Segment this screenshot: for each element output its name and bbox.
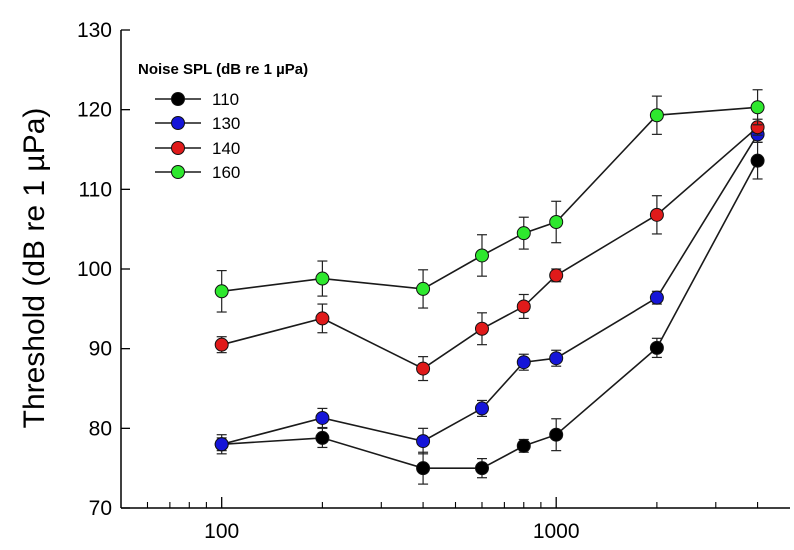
y-tick-label: 130 [77,19,112,42]
y-axis-title: Threshold (dB re 1 µPa) [18,108,51,429]
data-point [549,351,564,366]
data-point [315,410,330,425]
legend-label: 110 [212,90,239,109]
data-layer [214,89,765,485]
series-line-130 [221,133,759,446]
data-point [516,226,531,241]
legend-label: 140 [212,139,240,158]
data-point [549,214,564,229]
data-point [315,430,330,445]
data-point [649,108,664,123]
data-point [649,290,664,305]
data-point [416,361,431,376]
y-tick-label: 80 [89,417,112,440]
data-point [416,281,431,296]
series-160 [214,89,765,313]
data-point [750,153,765,168]
legend-label: 160 [212,163,240,182]
data-point [649,340,664,355]
data-point [315,271,330,286]
y-tick-label: 110 [79,178,112,201]
data-point [474,461,489,476]
data-point [416,461,431,476]
data-point [649,207,664,222]
data-point [549,268,564,283]
data-point [516,438,531,453]
data-point [214,284,229,299]
data-point [516,355,531,370]
data-point [474,248,489,263]
series-110 [214,141,765,485]
data-point [474,321,489,336]
data-point [214,337,229,352]
series-140 [214,118,765,382]
axes: 70 80 90 100 110 120 130 100 1000 [77,19,790,543]
series-line-160 [221,106,758,293]
data-point [416,434,431,449]
legend-label: 130 [212,114,240,133]
data-point [549,427,564,442]
data-point [214,437,229,452]
legend-marker [171,92,185,106]
x-tick-label: 100 [204,520,239,543]
legend: Noise SPL (dB re 1 µPa) 110 130 140 160 [138,61,308,182]
data-point [315,311,330,326]
data-point [474,401,489,416]
series-line-110 [221,160,759,470]
y-tick-label: 100 [77,258,112,281]
y-tick-label: 120 [77,99,112,122]
data-point [516,299,531,314]
series-line-140 [221,126,759,370]
legend-marker [171,116,185,130]
legend-title: Noise SPL (dB re 1 µPa) [138,61,308,78]
y-tick-label: 70 [89,497,112,520]
x-tick-label: 1000 [533,520,580,543]
y-tick-label: 90 [89,338,112,361]
legend-marker [171,165,185,179]
legend-marker [171,141,185,155]
data-point [750,100,765,115]
series-130 [214,125,765,455]
